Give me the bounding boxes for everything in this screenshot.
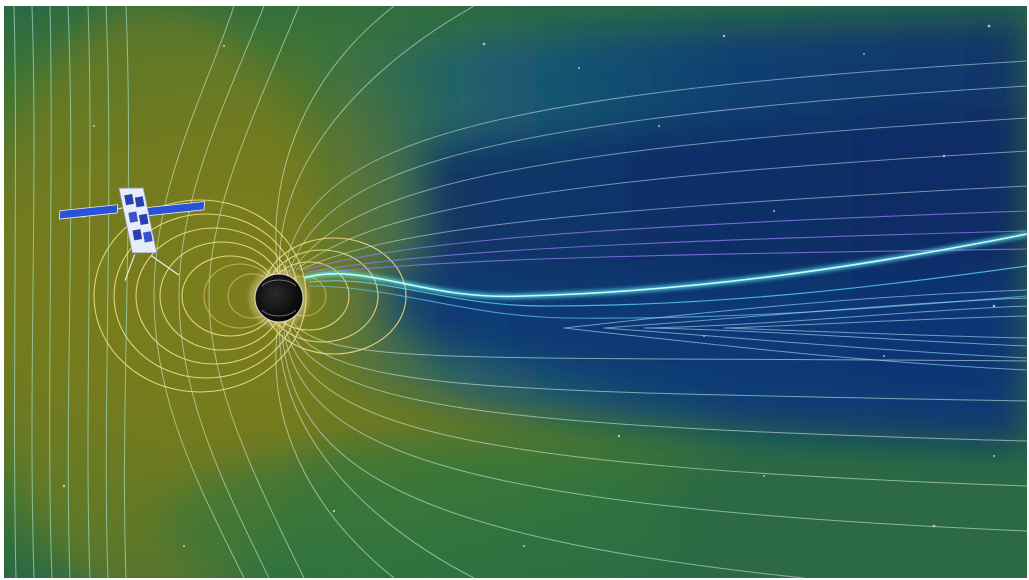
magnetosphere-scene <box>4 6 1027 578</box>
magnetotail-cavity <box>294 16 1027 446</box>
earth <box>249 268 309 328</box>
magnetosphere-illustration <box>4 6 1027 578</box>
